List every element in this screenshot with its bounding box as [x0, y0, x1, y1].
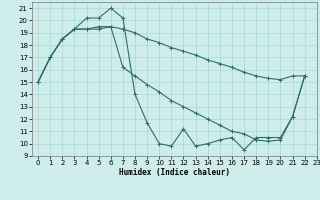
X-axis label: Humidex (Indice chaleur): Humidex (Indice chaleur): [119, 168, 230, 177]
